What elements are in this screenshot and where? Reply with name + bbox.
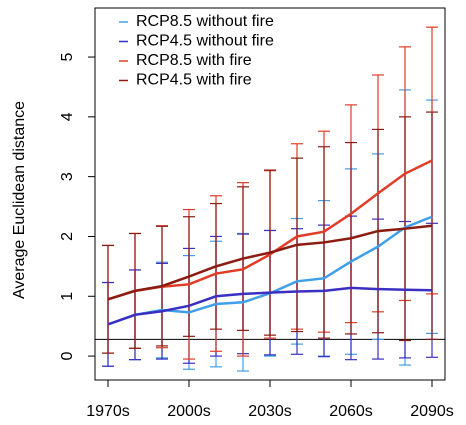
x-tick-label: 2000s [167, 403, 211, 420]
y-tick-label: 1 [59, 292, 76, 301]
y-tick-label: 5 [59, 52, 76, 61]
legend-label: RCP8.5 without fire [136, 13, 274, 30]
legend-label: RCP4.5 with fire [136, 72, 252, 89]
x-tick-label: 2090s [410, 403, 454, 420]
legend-label: RCP8.5 with fire [136, 52, 252, 69]
x-tick-label: 1970s [86, 403, 130, 420]
x-tick-label: 2030s [248, 403, 292, 420]
y-tick-label: 2 [59, 232, 76, 241]
y-tick-label: 4 [59, 112, 76, 121]
series-line [107, 224, 433, 301]
y-tick-label: 0 [59, 352, 76, 361]
y-axis-label: Average Euclidean distance [11, 101, 28, 299]
y-tick-label: 3 [59, 172, 76, 181]
legend-label: RCP4.5 without fire [136, 33, 274, 50]
x-tick-label: 2060s [329, 403, 373, 420]
series-line [107, 286, 433, 326]
